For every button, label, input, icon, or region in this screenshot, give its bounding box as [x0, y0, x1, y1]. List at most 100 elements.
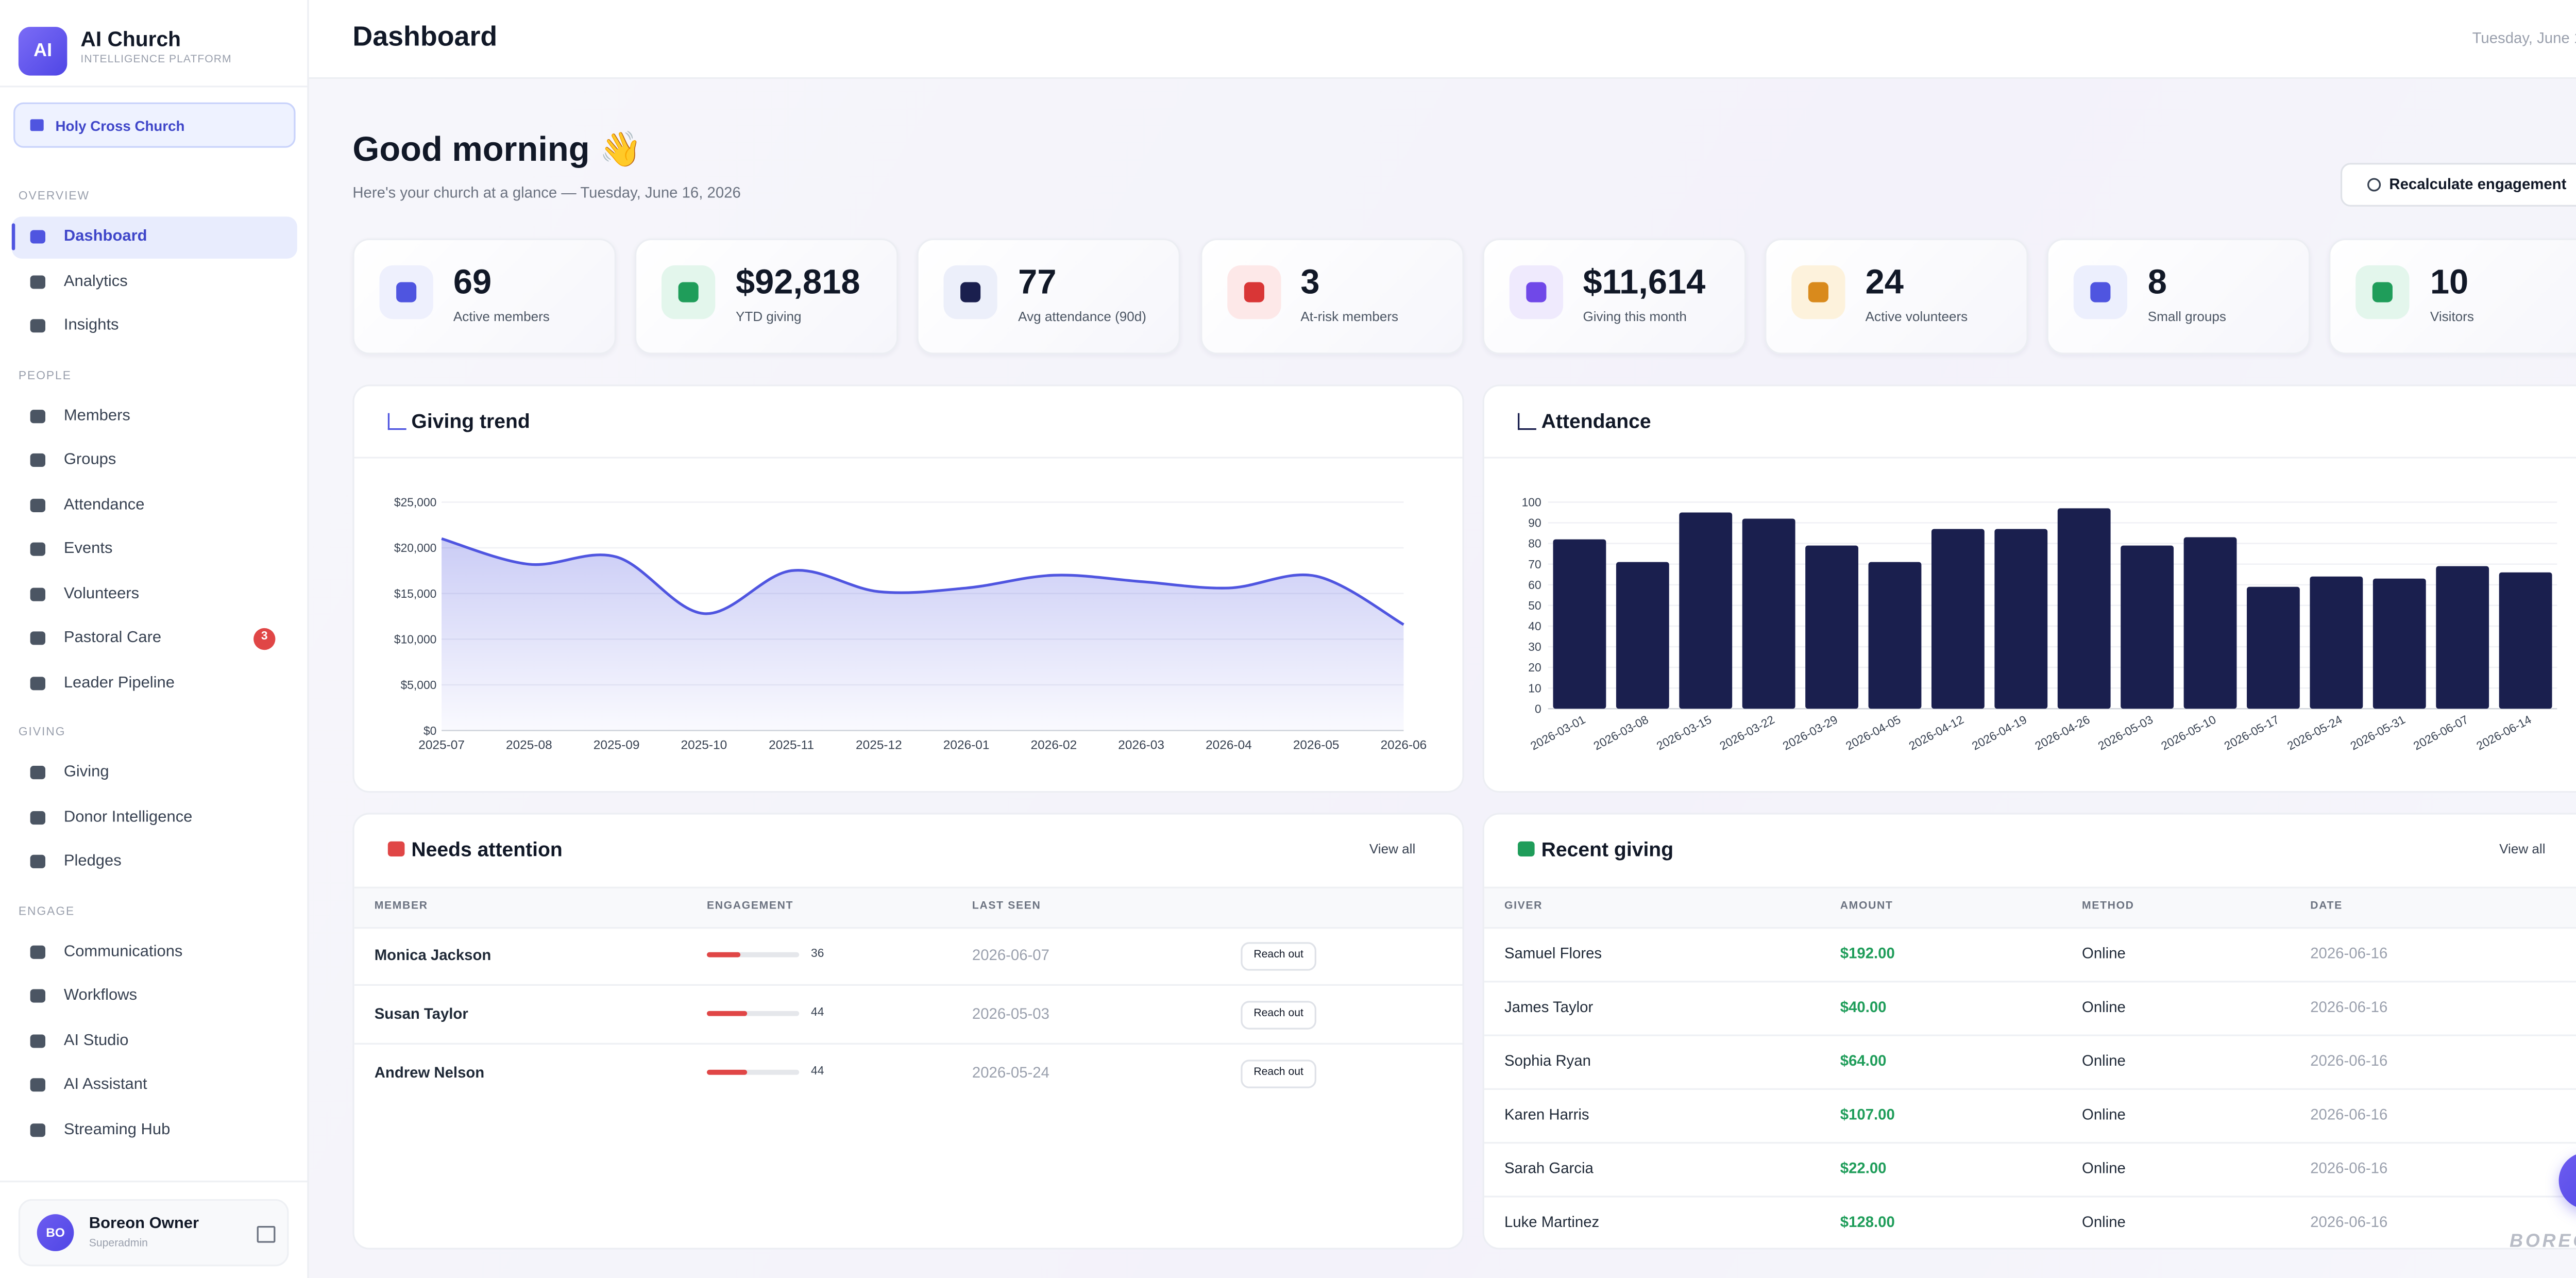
nav-item[interactable]: Volunteers — [63, 584, 140, 603]
y-tick-label: $20,000 — [394, 541, 436, 554]
view-all-link[interactable]: View all — [2499, 842, 2546, 857]
recalculate-button[interactable]: Recalculate engagement — [2340, 163, 2576, 207]
y-tick-label: $15,000 — [394, 587, 436, 600]
nav-item[interactable]: Pastoral Care — [63, 628, 162, 647]
refresh-icon — [2367, 178, 2381, 192]
member-name: Monica Jackson — [374, 946, 492, 963]
stat-value: 10 — [2430, 263, 2469, 302]
stat-card: 8 Small groups — [2047, 238, 2311, 355]
nav-item[interactable]: Attendance — [63, 495, 145, 514]
gift-date: 2026-06-16 — [2310, 1213, 2388, 1230]
x-tick-label: 2026-05-24 — [2285, 713, 2344, 753]
nav-item[interactable]: AI Assistant — [63, 1075, 147, 1094]
x-tick-label: 2026-02 — [1031, 738, 1077, 752]
x-tick-label: 2025-09 — [594, 738, 640, 752]
stat-label: YTD giving — [736, 309, 802, 325]
stat-glyph — [1808, 282, 1828, 302]
stat-value: 69 — [453, 263, 492, 302]
giver-name: Karen Harris — [1504, 1105, 1589, 1122]
chart-icon — [1518, 413, 1536, 430]
nav-icon — [30, 766, 45, 780]
bar — [1931, 529, 1985, 709]
y-tick-label: 70 — [1528, 558, 1541, 571]
giver-name: Sophia Ryan — [1504, 1051, 1591, 1068]
y-tick-label: $25,000 — [394, 496, 436, 509]
engagement-track — [706, 952, 800, 957]
nav-item[interactable]: Workflows — [63, 986, 138, 1005]
reach-out-label: Reach out — [1253, 1066, 1303, 1079]
header: Dashboard Tuesday, June 16 — [309, 0, 2576, 79]
nav-item[interactable]: Pledges — [63, 852, 122, 871]
stat-card: $92,818 YTD giving — [635, 238, 899, 355]
gift-amount: $128.00 — [1840, 1213, 1895, 1230]
greeting-subtitle: Here's your church at a glance — Tuesday… — [352, 184, 741, 201]
stat-value: 3 — [1300, 263, 1320, 302]
nav-icon — [30, 854, 45, 868]
church-icon — [30, 119, 44, 131]
nav-item[interactable]: Giving — [63, 763, 109, 782]
column-header: AMOUNT — [1840, 900, 1893, 912]
x-tick-label: 2026-06-14 — [2474, 713, 2533, 753]
church-name: Holy Cross Church — [55, 116, 185, 133]
view-all-link[interactable]: View all — [1369, 842, 1416, 857]
logo-text: AI — [33, 40, 53, 61]
column-header: ENGAGEMENT — [706, 900, 794, 912]
stat-glyph — [396, 282, 417, 302]
bar — [2057, 508, 2111, 709]
nav-item[interactable]: Members — [63, 406, 130, 425]
nav-item[interactable]: Insights — [63, 316, 119, 335]
nav-icon — [30, 676, 45, 690]
stat-icon — [2074, 265, 2128, 320]
area — [442, 539, 1404, 731]
nav-item[interactable]: Streaming Hub — [63, 1120, 171, 1138]
stat-label: Giving this month — [1583, 309, 1687, 325]
stat-label: Small groups — [2147, 309, 2226, 325]
bar — [1616, 562, 1669, 709]
church-selector[interactable]: Holy Cross Church — [13, 102, 296, 148]
stat-label: At-risk members — [1300, 309, 1399, 325]
y-tick-label: $0 — [423, 724, 436, 737]
gift-method: Online — [2082, 1213, 2126, 1230]
nav-item[interactable]: Dashboard — [63, 227, 147, 246]
bar — [2247, 586, 2300, 709]
stat-glyph — [1526, 282, 1546, 302]
user-name: Boreon Owner — [89, 1214, 199, 1233]
engagement-track — [706, 1011, 800, 1016]
chart-title: Attendance — [1541, 409, 1651, 433]
x-tick-label: 2026-04-05 — [1843, 713, 1903, 753]
reach-out-button[interactable]: Reach out — [1241, 941, 1316, 970]
x-tick-label: 2026-04 — [1206, 738, 1252, 752]
stat-icon — [1226, 265, 1281, 320]
y-tick-label: 90 — [1528, 516, 1541, 530]
nav-item[interactable]: Donor Intelligence — [63, 807, 193, 826]
stat-glyph — [1243, 282, 1264, 302]
y-tick-label: $5,000 — [401, 678, 437, 692]
nav-item[interactable]: Communications — [63, 941, 183, 961]
nav-item[interactable]: AI Studio — [63, 1031, 129, 1050]
chart-card: Attendance 0 10 20 30 40 50 60 70 80 90 100 2026-03-… — [1482, 384, 2576, 793]
nav-active-bg — [11, 215, 297, 258]
divider — [0, 86, 308, 88]
giver-name: James Taylor — [1504, 998, 1594, 1015]
logout-icon[interactable] — [257, 1225, 276, 1243]
x-tick-label: 2026-04-26 — [2032, 713, 2092, 753]
bar — [1868, 562, 1922, 709]
x-tick-label: 2026-06-07 — [2411, 713, 2470, 753]
reach-out-label: Reach out — [1253, 949, 1303, 961]
reach-out-button[interactable]: Reach out — [1241, 1058, 1316, 1088]
nav-icon — [30, 1033, 45, 1047]
column-header: LAST SEEN — [972, 900, 1041, 912]
nav-badge: 3 — [253, 627, 276, 649]
x-tick-label: 2025-12 — [856, 738, 902, 752]
x-tick-label: 2026-05 — [1293, 738, 1340, 752]
nav-item[interactable]: Events — [63, 540, 113, 558]
nav-item[interactable]: Analytics — [63, 272, 128, 291]
nav-item[interactable]: Groups — [63, 450, 116, 469]
watermark: BOREON — [2510, 1232, 2576, 1252]
stat-card: 3 At-risk members — [1199, 238, 1464, 355]
nav-item[interactable]: Leader Pipeline — [63, 673, 175, 692]
reach-out-button[interactable]: Reach out — [1241, 1000, 1316, 1029]
nav-icon — [30, 409, 45, 423]
table-icon — [1518, 841, 1535, 857]
button-label: Recalculate engagement — [2389, 175, 2567, 193]
